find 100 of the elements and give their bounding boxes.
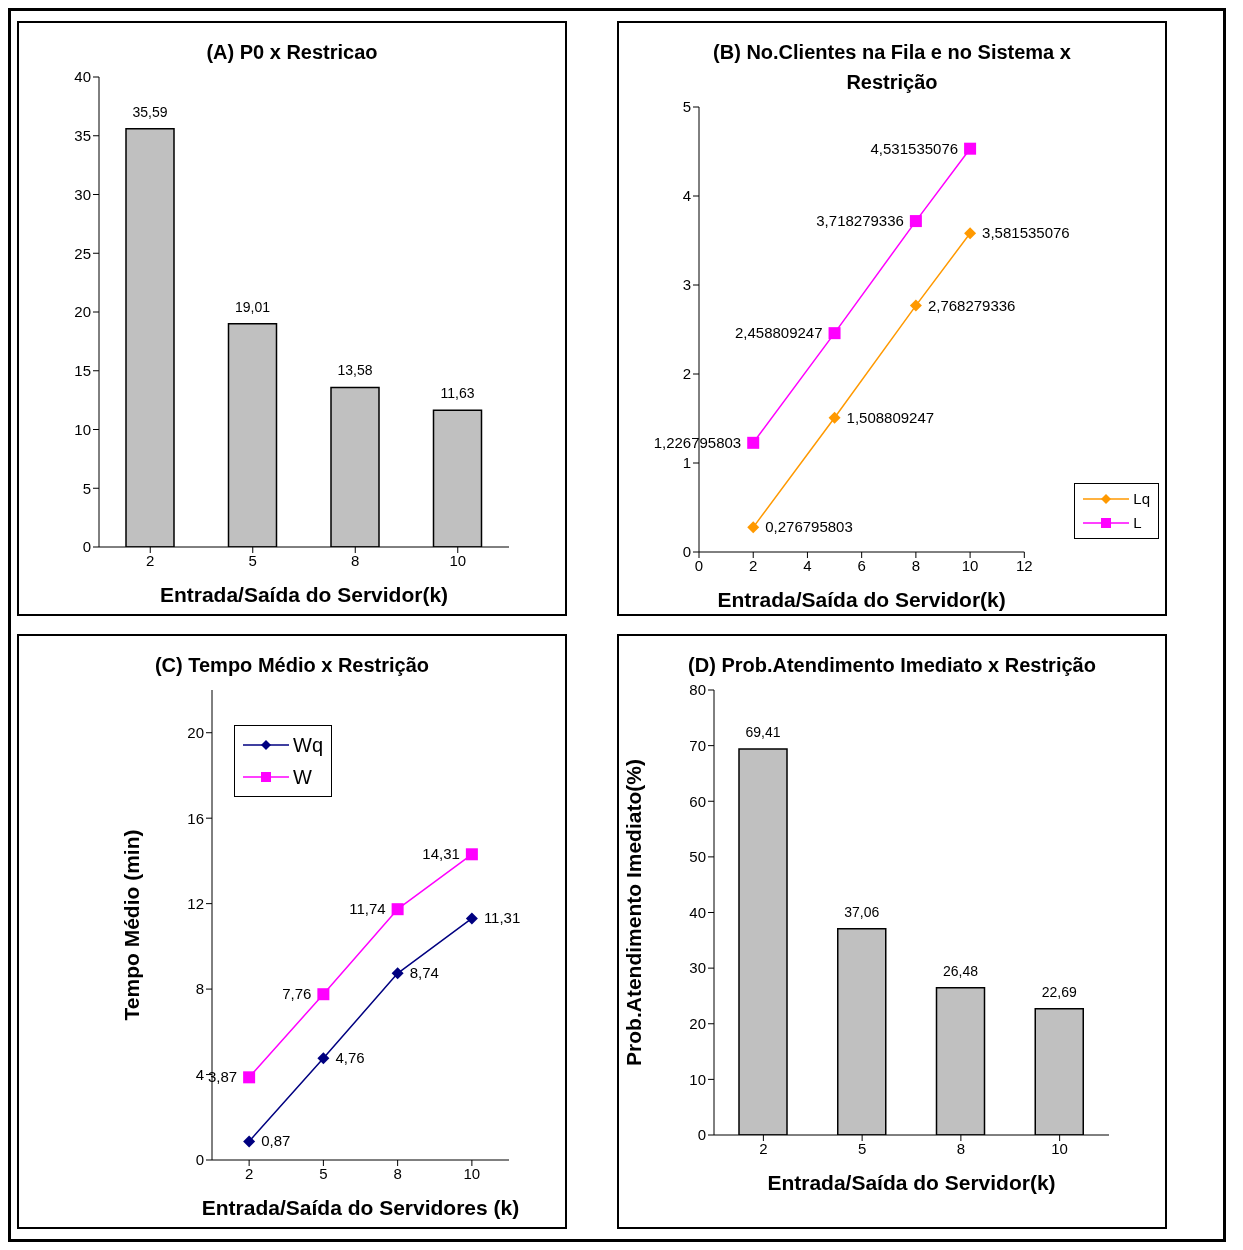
x-axis-title: Entrada/Saída do Servidor(k)	[717, 588, 1006, 611]
data-label: 13,58	[337, 362, 373, 379]
y-axis-title: Prob.Atendimento Imediato(%)	[622, 759, 646, 1066]
y-tick-label: 0	[82, 538, 91, 556]
x-axis-title: Entrada/Saída do Servidores (k)	[201, 1196, 520, 1219]
x-tick-label: 2	[759, 1139, 768, 1157]
data-label: 8,74	[409, 964, 439, 982]
data-label: 26,48	[942, 962, 979, 979]
y-tick-label: 80	[689, 681, 706, 699]
y-tick-label: 60	[689, 792, 706, 810]
x-tick-label: 8	[911, 556, 921, 574]
chart-title: (A) P0 x Restricao	[205, 40, 379, 65]
chart-title: (C) Tempo Médio x Restrição	[153, 653, 431, 678]
y-tick-label: 15	[74, 362, 91, 380]
y-tick-label: 40	[689, 903, 706, 921]
data-label: 3,87	[207, 1068, 238, 1086]
data-label: 0,276795803	[765, 518, 853, 536]
data-label: 3,718279336	[816, 212, 904, 230]
data-label: 3,581535076	[982, 224, 1070, 242]
x-tick-label: 10	[961, 556, 979, 574]
point	[317, 988, 330, 1001]
point	[828, 411, 841, 424]
y-tick-label: 12	[187, 894, 204, 912]
y-tick-label: 70	[689, 736, 706, 754]
x-tick-label: 12	[1015, 556, 1033, 574]
y-tick-label: 30	[689, 959, 706, 977]
legend-label: W	[293, 765, 312, 790]
data-label: 2,458809247	[734, 324, 823, 342]
point	[317, 1052, 330, 1065]
x-tick-label: 5	[319, 1164, 328, 1182]
data-label: 2,768279336	[927, 296, 1016, 314]
y-tick-label: 0	[697, 1126, 706, 1144]
data-label: 11,63	[440, 385, 475, 402]
y-tick-label: 4	[682, 187, 691, 205]
y-tick-label: 50	[689, 848, 706, 866]
data-label: 22,69	[1041, 983, 1077, 1000]
x-tick-label: 8	[351, 551, 360, 569]
y-tick-label: 8	[195, 980, 204, 998]
legend-label: Lq	[1133, 489, 1150, 509]
x-tick-label: 8	[393, 1164, 402, 1182]
y-tick-label: 40	[74, 68, 91, 86]
point	[391, 967, 404, 980]
data-label: 7,76	[282, 985, 312, 1003]
y-tick-label: 1	[682, 454, 691, 472]
y-tick-label: 0	[195, 1151, 204, 1169]
point	[909, 299, 922, 312]
y-tick-label: 10	[689, 1070, 706, 1088]
x-axis-title: Entrada/Saída do Servidor(k)	[159, 583, 449, 606]
point	[964, 227, 977, 240]
chart-title: (B) No.Clientes na Fila e no Sistema x Restrição	[712, 40, 1072, 95]
x-tick-label: 2	[244, 1164, 254, 1182]
y-tick-label: 10	[74, 420, 91, 438]
x-tick-label: 2	[749, 556, 758, 574]
x-tick-label: 10	[449, 551, 467, 569]
data-label: 11,31	[483, 909, 521, 927]
y-tick-label: 35	[74, 127, 91, 145]
data-label: 69,41	[745, 723, 781, 740]
data-label: 1,226795803	[653, 433, 742, 451]
chart-title: (D) Prob.Atendimento Imediato x Restrição	[687, 653, 1097, 678]
x-tick-label: 5	[248, 551, 257, 569]
x-axis-title: Entrada/Saída do Servidor(k)	[767, 1171, 1056, 1194]
x-tick-label: 6	[857, 556, 866, 574]
data-label: 19,01	[234, 298, 271, 315]
point	[747, 436, 760, 449]
data-label: 14,31	[422, 845, 460, 863]
y-tick-label: 30	[74, 185, 91, 203]
y-tick-label: 20	[74, 303, 91, 321]
y-tick-label: 3	[682, 276, 691, 294]
point	[243, 1135, 256, 1148]
y-tick-label: 4	[195, 1065, 204, 1083]
data-label: 11,74	[349, 900, 386, 918]
data-label: 4,531535076	[870, 139, 959, 157]
point	[964, 142, 977, 155]
y-tick-label: 2	[682, 365, 691, 383]
y-tick-label: 16	[187, 809, 204, 827]
x-tick-label: 10	[463, 1164, 481, 1182]
legend-label: Wq	[293, 733, 323, 758]
x-tick-label: 8	[956, 1139, 966, 1157]
point	[243, 1071, 256, 1084]
data-label: 37,06	[844, 903, 880, 920]
data-label: 35,59	[132, 103, 168, 120]
y-tick-label: 5	[682, 98, 691, 116]
y-axis-title: Tempo Médio (min)	[120, 829, 144, 1021]
y-tick-label: 20	[689, 1015, 706, 1033]
x-tick-label: 4	[803, 556, 812, 574]
x-tick-label: 2	[146, 551, 155, 569]
x-tick-label: 10	[1051, 1139, 1068, 1157]
y-tick-label: 5	[82, 479, 91, 497]
data-label: 1,508809247	[846, 408, 935, 426]
y-tick-label: 20	[187, 724, 204, 742]
point	[465, 912, 478, 925]
point	[909, 215, 922, 228]
legend-label: L	[1133, 513, 1142, 533]
x-tick-label: 5	[857, 1139, 867, 1157]
point	[391, 903, 404, 916]
data-label: 4,76	[335, 1049, 365, 1067]
data-label: 0,87	[261, 1132, 291, 1150]
point	[747, 521, 760, 534]
y-tick-label: 25	[74, 244, 91, 262]
point	[828, 327, 841, 340]
